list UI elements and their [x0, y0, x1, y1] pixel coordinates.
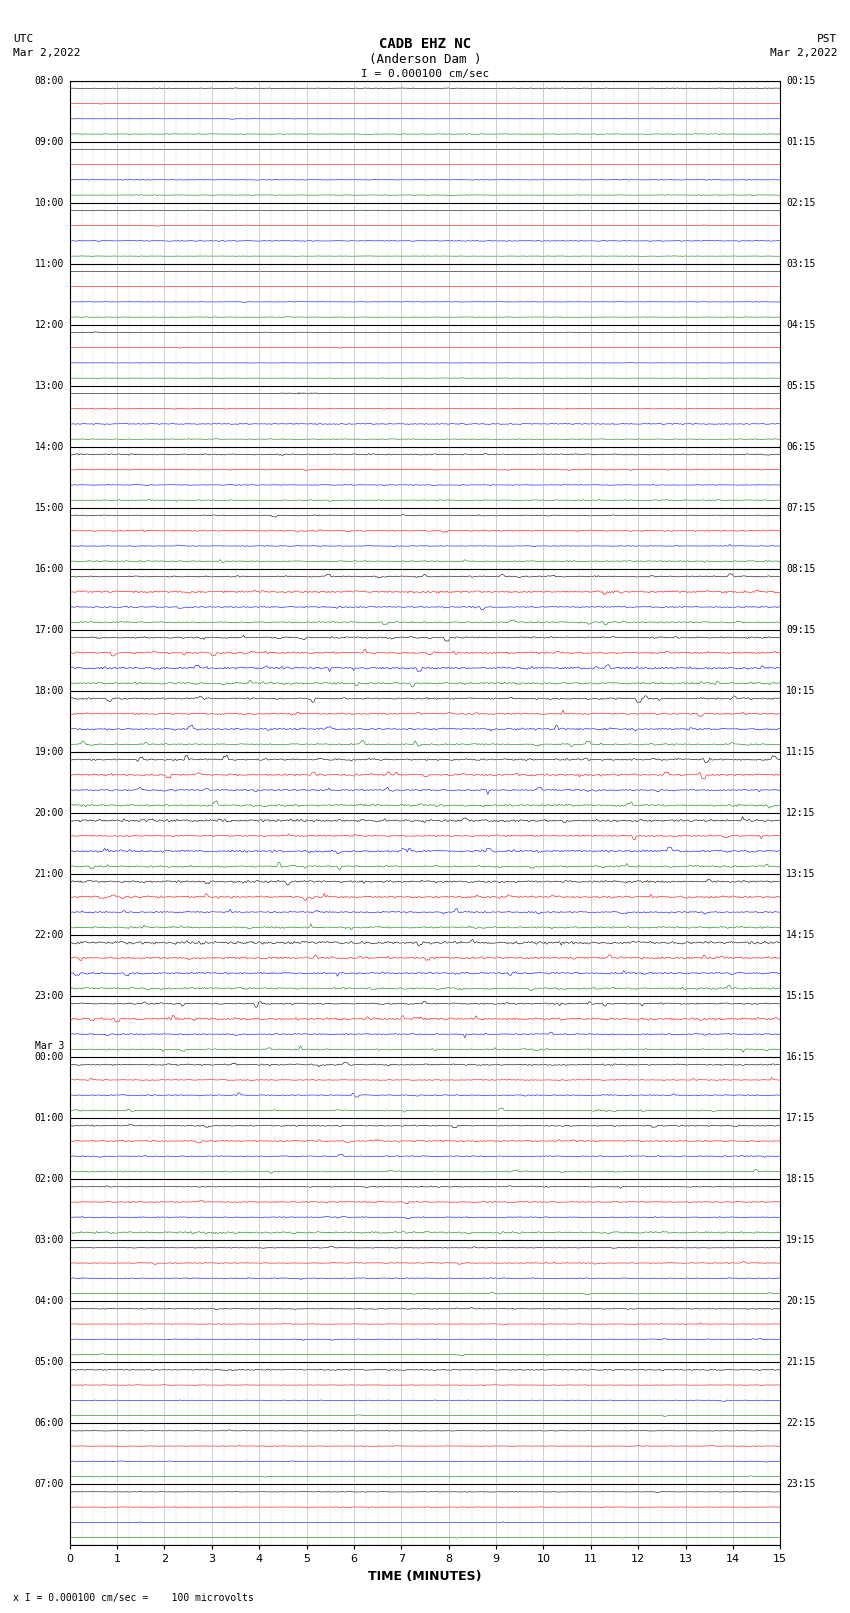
Text: Mar 3: Mar 3	[35, 1042, 64, 1052]
X-axis label: TIME (MINUTES): TIME (MINUTES)	[368, 1569, 482, 1582]
Text: 23:15: 23:15	[786, 1479, 815, 1489]
Text: PST: PST	[817, 34, 837, 44]
Text: 14:15: 14:15	[786, 931, 815, 940]
Text: 00:15: 00:15	[786, 76, 815, 85]
Text: 02:00: 02:00	[35, 1174, 64, 1184]
Text: CADB EHZ NC: CADB EHZ NC	[379, 37, 471, 52]
Text: 16:15: 16:15	[786, 1052, 815, 1061]
Text: 06:00: 06:00	[35, 1418, 64, 1428]
Text: 12:15: 12:15	[786, 808, 815, 818]
Text: 11:15: 11:15	[786, 747, 815, 756]
Text: 09:15: 09:15	[786, 624, 815, 636]
Text: 11:00: 11:00	[35, 258, 64, 269]
Text: 09:00: 09:00	[35, 137, 64, 147]
Text: 14:00: 14:00	[35, 442, 64, 452]
Text: 19:15: 19:15	[786, 1236, 815, 1245]
Text: 00:00: 00:00	[35, 1052, 64, 1061]
Text: 17:00: 17:00	[35, 624, 64, 636]
Text: 10:15: 10:15	[786, 686, 815, 695]
Text: 19:00: 19:00	[35, 747, 64, 756]
Text: 03:15: 03:15	[786, 258, 815, 269]
Text: 06:15: 06:15	[786, 442, 815, 452]
Text: 07:00: 07:00	[35, 1479, 64, 1489]
Text: 21:15: 21:15	[786, 1357, 815, 1368]
Text: 13:15: 13:15	[786, 869, 815, 879]
Text: 22:00: 22:00	[35, 931, 64, 940]
Text: 18:00: 18:00	[35, 686, 64, 695]
Text: x I = 0.000100 cm/sec =    100 microvolts: x I = 0.000100 cm/sec = 100 microvolts	[13, 1594, 253, 1603]
Text: Mar 2,2022: Mar 2,2022	[13, 48, 80, 58]
Text: 17:15: 17:15	[786, 1113, 815, 1123]
Text: 23:00: 23:00	[35, 990, 64, 1002]
Text: I = 0.000100 cm/sec: I = 0.000100 cm/sec	[361, 69, 489, 79]
Text: UTC: UTC	[13, 34, 33, 44]
Text: 08:00: 08:00	[35, 76, 64, 85]
Text: 10:00: 10:00	[35, 198, 64, 208]
Text: 13:00: 13:00	[35, 381, 64, 390]
Text: 16:00: 16:00	[35, 565, 64, 574]
Text: Mar 2,2022: Mar 2,2022	[770, 48, 837, 58]
Text: 05:00: 05:00	[35, 1357, 64, 1368]
Text: 07:15: 07:15	[786, 503, 815, 513]
Text: 18:15: 18:15	[786, 1174, 815, 1184]
Text: 01:00: 01:00	[35, 1113, 64, 1123]
Text: 20:15: 20:15	[786, 1297, 815, 1307]
Text: 12:00: 12:00	[35, 319, 64, 329]
Text: 05:15: 05:15	[786, 381, 815, 390]
Text: 20:00: 20:00	[35, 808, 64, 818]
Text: 04:00: 04:00	[35, 1297, 64, 1307]
Text: 02:15: 02:15	[786, 198, 815, 208]
Text: (Anderson Dam ): (Anderson Dam )	[369, 53, 481, 66]
Text: 08:15: 08:15	[786, 565, 815, 574]
Text: 21:00: 21:00	[35, 869, 64, 879]
Text: 04:15: 04:15	[786, 319, 815, 329]
Text: 03:00: 03:00	[35, 1236, 64, 1245]
Text: 22:15: 22:15	[786, 1418, 815, 1428]
Text: 01:15: 01:15	[786, 137, 815, 147]
Text: 15:15: 15:15	[786, 990, 815, 1002]
Text: 15:00: 15:00	[35, 503, 64, 513]
